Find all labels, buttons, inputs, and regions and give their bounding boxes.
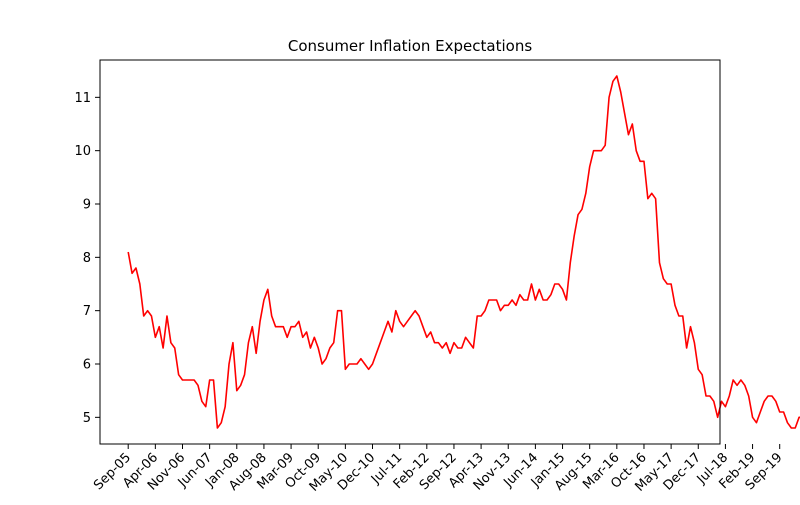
chart-title: Consumer Inflation Expectations: [288, 37, 532, 55]
y-tick-label: 11: [74, 91, 91, 106]
y-axis: 5 6 7 8 9 10 11: [74, 91, 100, 426]
y-tick-label: 7: [83, 304, 91, 319]
y-tick-label: 5: [83, 411, 91, 426]
x-axis: Sep-05Apr-06Nov-06Jun-07Jan-08Aug-08Mar-…: [91, 444, 786, 495]
plot-series: [127, 75, 800, 429]
plot-frame: [99, 59, 721, 445]
y-tick-label: 10: [74, 144, 91, 159]
y-tick-label: 8: [83, 251, 91, 266]
series-line: [127, 75, 800, 429]
y-tick-label: 9: [83, 198, 91, 213]
y-tick-label: 6: [83, 358, 91, 373]
